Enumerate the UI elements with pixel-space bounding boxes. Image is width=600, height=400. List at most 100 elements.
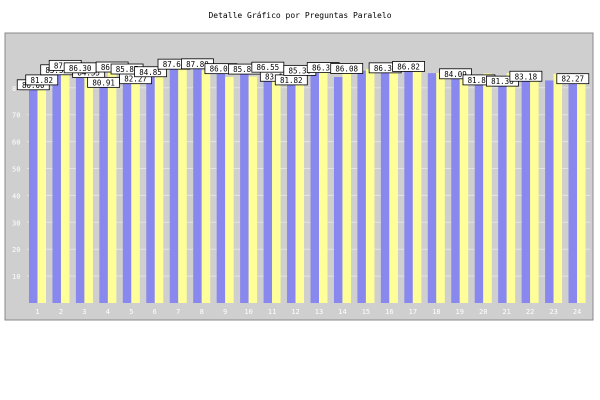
bar [459,74,469,303]
bar [84,75,93,303]
bar [577,74,586,303]
x-tick-label: 17 [409,308,417,316]
data-label-box [134,66,167,78]
data-label: 81.82 [25,74,59,86]
x-tick-label: 9 [223,308,227,316]
bar [131,81,140,303]
data-label-box [556,73,590,85]
bar [436,73,445,303]
data-label-text: 80.91 [92,78,115,87]
data-label: 82.27 [556,73,590,85]
y-tick-label: 30 [12,219,20,227]
y-axis-ticks: 10 20 30 40 50 60 70 80 [12,85,20,281]
bar [216,71,226,303]
data-label-text: 85.36 [289,66,312,75]
bar [99,85,108,303]
bar [248,76,258,303]
bar [342,71,351,303]
data-label: 81.82 [274,74,308,86]
data-label-text: 84.09 [444,70,467,79]
chart-title: Detalle Gráfico por Preguntas Paralelo [208,11,391,20]
bar [52,72,61,303]
bar [530,73,539,303]
data-label-text: 82.27 [562,75,585,84]
x-tick-label: 14 [338,308,346,316]
bar [451,76,460,303]
bar [404,69,413,303]
x-tick-label: 23 [549,308,557,316]
bar [545,80,554,304]
y-tick-label: 80 [12,85,20,93]
bar [553,73,563,303]
bar [37,82,46,304]
data-label-text: 82.27 [124,75,147,84]
data-label-text: 85.84 [233,65,256,74]
data-label-box [330,63,364,74]
bar [389,70,398,303]
bar [310,72,319,303]
bar [412,71,422,303]
bar [272,79,281,303]
bar [225,77,234,303]
data-label: 86.82 [392,61,425,72]
bar [365,69,375,304]
data-label-text: 80.00 [22,81,45,90]
data-label: 86.55 [251,61,285,73]
y-tick-label: 70 [12,112,20,120]
bar [75,70,85,303]
x-tick-label: 7 [176,308,180,316]
data-label-text: 87.67 [163,60,186,69]
bar [521,79,531,303]
bar [498,84,507,303]
bar [201,70,211,303]
data-label-text: 86.55 [257,63,280,72]
x-tick-label: 6 [153,308,157,316]
x-tick-label: 11 [268,308,276,316]
data-label-text: 81.82 [30,76,53,85]
data-label-text: 87.80 [186,60,209,69]
data-label-text: 81.82 [468,76,491,85]
grid-lines [27,87,590,277]
data-label: 83.18 [509,70,543,82]
data-label-text: 86.30 [374,64,397,73]
bar [178,69,187,304]
y-tick-label: 50 [12,166,20,174]
data-label-box [509,70,543,82]
data-label-box [439,68,472,80]
x-tick-label: 4 [106,308,110,316]
bar [380,70,390,303]
bar [295,73,305,303]
x-tick-label: 16 [385,308,393,316]
data-label: 86.08 [330,63,364,74]
x-tick-label: 13 [315,308,323,316]
data-label-text: 84.85 [139,68,162,77]
data-label-text: 86.30 [69,64,92,73]
data-label-text: 81.36 [491,77,514,86]
y-tick-label: 40 [12,192,20,200]
bar [107,70,117,304]
bar [506,73,516,304]
x-tick-label: 2 [59,308,63,316]
data-labels: 80.0081.8285.5887.2284.5586.3080.9186.61… [16,58,590,91]
data-label: 84.09 [439,68,472,80]
bar [60,68,70,303]
x-tick-label: 8 [200,308,204,316]
bar [193,66,202,303]
x-tick-label: 21 [502,308,510,316]
bar [319,70,328,303]
x-tick-label: 18 [432,308,440,316]
x-tick-label: 3 [82,308,86,316]
bar [122,72,132,303]
bar [483,73,492,303]
x-tick-label: 22 [526,308,534,316]
bar [146,74,155,303]
x-tick-label: 1 [35,308,39,316]
bar [357,70,366,303]
bar [29,87,38,303]
data-label-text: 83.18 [515,72,538,81]
x-tick-label: 20 [479,308,487,316]
data-label-box [392,61,425,72]
data-label-text: 86.39 [312,64,335,73]
bar [240,72,249,303]
